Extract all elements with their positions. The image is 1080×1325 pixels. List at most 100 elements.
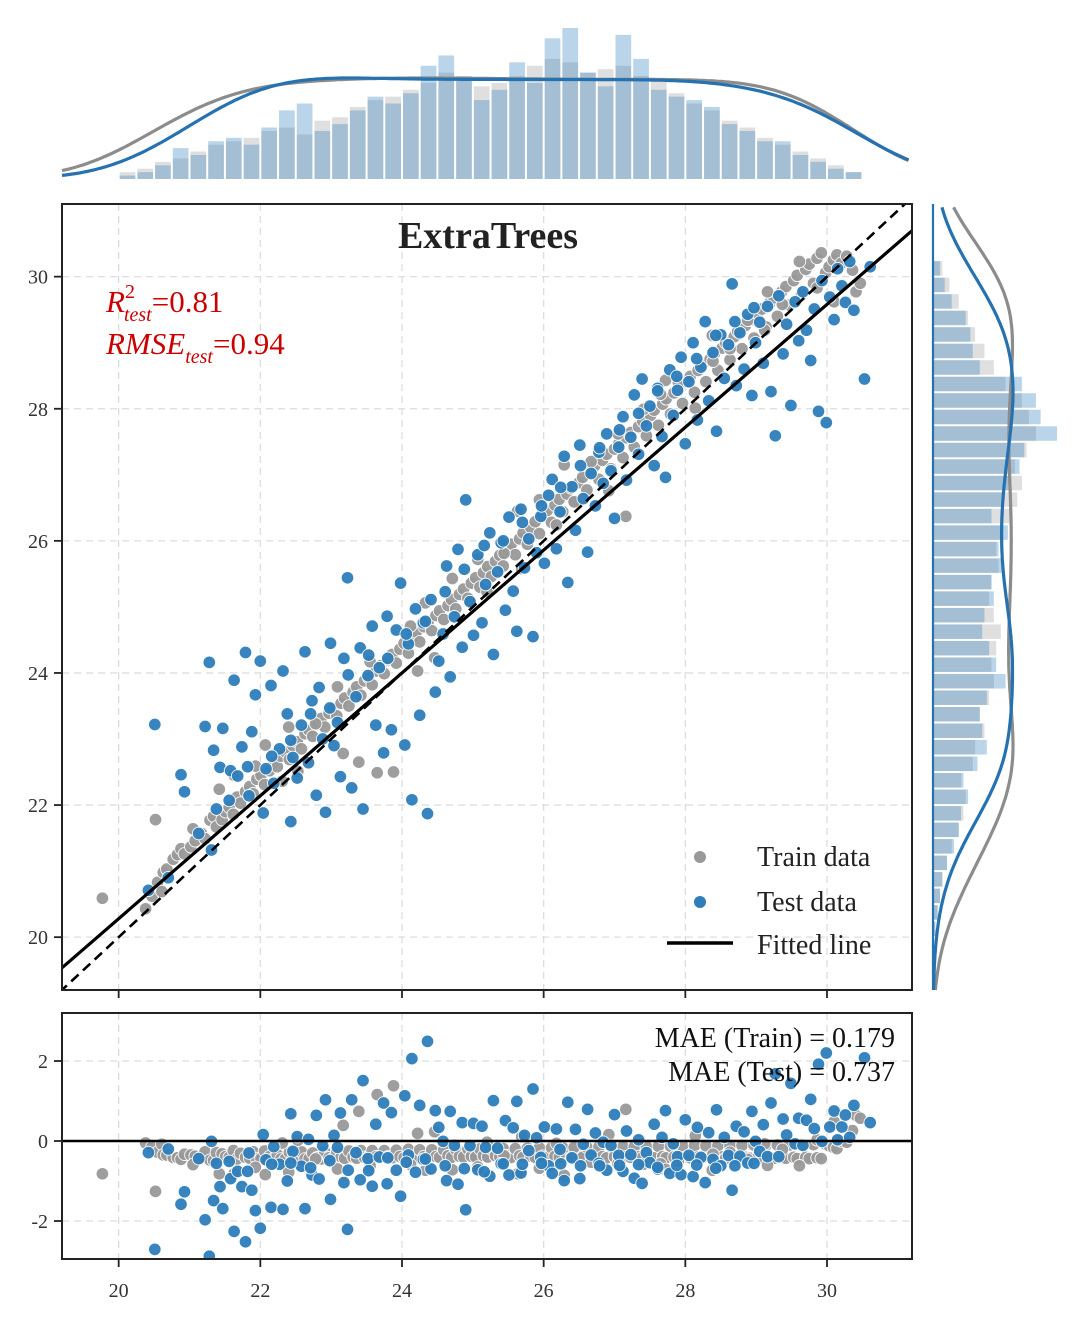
test-residual-point — [515, 1157, 530, 1171]
test-point — [728, 314, 742, 329]
top-hist-bar-test — [580, 72, 596, 179]
test-residual-point — [553, 1142, 567, 1157]
top-hist-bar-test — [438, 55, 455, 179]
test-point — [607, 511, 622, 526]
test-point — [399, 627, 414, 641]
test-point — [301, 756, 316, 770]
top-hist-bar-test — [119, 175, 136, 179]
test-point — [847, 303, 861, 318]
r2-value: =0.81 — [152, 284, 224, 319]
test-residual-point — [647, 1117, 661, 1131]
test-residual-point — [227, 1224, 241, 1239]
test-point — [284, 733, 298, 748]
test-point — [337, 651, 351, 666]
top-hist-bar-test — [686, 100, 703, 179]
test-residual-point — [238, 1235, 253, 1249]
right-hist-bar-test — [933, 706, 980, 722]
top-hist-bar-test — [367, 96, 384, 179]
right-hist-bar-test — [933, 905, 938, 920]
test-point — [760, 299, 775, 314]
right-hist-bar-train — [933, 261, 943, 276]
top-hist-bar-test — [261, 127, 278, 179]
test-residual-point — [330, 1140, 345, 1155]
test-point — [361, 668, 375, 683]
test-point — [412, 708, 427, 722]
r2-annotation: R2 test=0.81 — [105, 281, 223, 326]
test-residual-point — [240, 1164, 255, 1179]
right-hist-bar-train — [933, 673, 994, 689]
test-residual-point — [573, 1159, 588, 1173]
test-point — [418, 614, 433, 629]
top-hist-bar-train — [403, 89, 419, 179]
mae-train-annotation: MAE (Train) = 0.179 — [655, 1023, 895, 1054]
right-hist-bar-train — [933, 277, 950, 293]
test-residual-point — [384, 1105, 399, 1120]
right-hist-bar-test — [933, 789, 969, 805]
test-residual-point — [216, 1201, 230, 1216]
test-residual-point — [803, 1092, 818, 1107]
test-point — [398, 738, 412, 752]
test-residual-point — [365, 1179, 379, 1193]
right-hist-bar-train — [933, 459, 1015, 474]
test-point — [545, 472, 559, 487]
test-residual-point — [439, 1173, 454, 1188]
right-hist-bar-train — [933, 640, 997, 656]
test-residual-point — [381, 1151, 395, 1165]
test-point — [827, 312, 841, 327]
top-hist-bar-train — [367, 100, 384, 179]
test-point — [276, 664, 290, 678]
test-point — [298, 645, 312, 659]
test-residual-point — [835, 1120, 849, 1134]
legend-label-train: Train data — [757, 842, 871, 873]
right-hist-bar-train — [933, 789, 966, 805]
test-residual-point — [827, 1104, 841, 1118]
test-point — [290, 771, 304, 785]
right-hist-bar-train — [933, 822, 959, 838]
test-residual-point — [490, 1141, 505, 1155]
test-point — [611, 440, 626, 454]
residual-scatter-points — [62, 1034, 912, 1259]
test-point — [483, 526, 497, 540]
test-point — [312, 680, 326, 695]
r2-base: R — [105, 284, 125, 319]
test-point — [838, 295, 853, 310]
test-point — [475, 616, 489, 630]
right-hist-bar-test — [933, 740, 987, 755]
top-hist-bar-test — [314, 130, 331, 179]
test-residual-point — [256, 1127, 270, 1142]
test-residual-point — [658, 1103, 673, 1118]
test-point — [647, 458, 661, 473]
test-residual-point — [443, 1104, 457, 1119]
test-residual-point — [213, 1179, 227, 1194]
test-point — [522, 532, 536, 546]
test-residual-point — [624, 1147, 638, 1162]
test-point — [506, 584, 520, 598]
identity-line — [62, 204, 907, 990]
test-point — [365, 619, 379, 633]
test-point — [458, 493, 473, 507]
right-hist-bar-train — [933, 607, 994, 623]
right-hist-bar-test — [933, 640, 990, 656]
test-point — [573, 458, 588, 473]
test-point — [768, 429, 783, 443]
test-point — [486, 647, 501, 662]
legend-marker-test — [693, 895, 707, 909]
right-hist-bar-test — [933, 277, 945, 293]
right-hist-bar-train — [933, 409, 1029, 425]
test-point — [490, 565, 505, 579]
right-hist-bar-train — [933, 558, 999, 573]
test-point — [764, 384, 778, 399]
test-residual-point — [428, 1103, 443, 1118]
right-hist-bar-train — [933, 310, 969, 326]
test-residual-point — [323, 1192, 338, 1207]
x-tick-label: 20 — [109, 1280, 129, 1302]
test-point — [361, 648, 376, 662]
train-point — [688, 401, 703, 415]
test-point — [264, 749, 279, 763]
right-hist-bar-train — [933, 508, 1011, 524]
top-hist-bar-test — [597, 86, 614, 179]
right-hist-bar-test — [933, 723, 983, 739]
test-residual-point — [418, 1152, 433, 1166]
test-residual-point — [315, 1139, 330, 1153]
test-residual-point — [356, 1073, 370, 1088]
